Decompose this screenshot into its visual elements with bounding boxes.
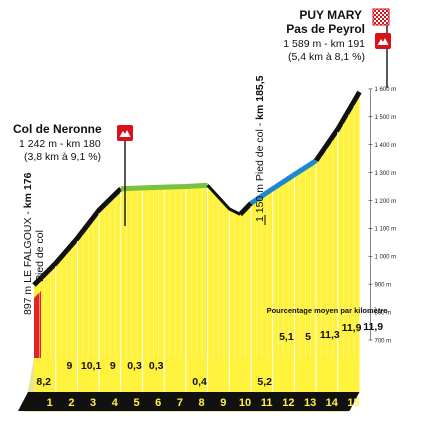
km-base: 1 2 3 4 5 6 7 8 9 10 11 12 13 14 15 [18, 358, 360, 412]
km-label: 9 [220, 397, 226, 409]
foot2-text: 1 150 m Pied de col - [254, 120, 266, 222]
grade-label: 9 [66, 360, 72, 372]
col1-line2: (3,8 km à 9,1 %) [24, 151, 101, 163]
col1-flag-icon [117, 125, 133, 141]
y-tick-label: 1 500 m [375, 115, 397, 121]
grade-label: 0,4 [192, 376, 207, 388]
base-band [34, 358, 360, 392]
km-label: 5 [133, 397, 139, 409]
foot2-annotation: 1 150 m Pied de col - km 185,5 [254, 75, 266, 222]
y-tick-label: 1 600 m [375, 87, 397, 93]
km-label: 1 [47, 397, 53, 409]
start-text: 897 m LE FALGOUX - [22, 208, 34, 315]
grade-label: 11,3 [320, 329, 340, 341]
y-tick-label: 700 m [375, 338, 392, 344]
y-tick-label: 1 400 m [375, 143, 397, 149]
grade-label: 5,2 [257, 376, 272, 388]
km-label: 14 [326, 397, 339, 409]
km-label: 12 [282, 397, 294, 409]
grade-label: 5 [305, 331, 311, 343]
grade-label: 5,1 [279, 331, 294, 343]
summit-mountain-icon [375, 33, 391, 49]
y-tick-label: 1 000 m [375, 255, 397, 261]
grade-label: 0,3 [149, 360, 164, 372]
grade-label: 9 [110, 360, 116, 372]
summit-line1: 1 589 m - km 191 [283, 38, 365, 50]
y-tick-label: 1 300 m [375, 171, 397, 177]
km-label: 2 [68, 397, 74, 409]
km-label: 11 [261, 397, 273, 409]
start-sub: Pied de col [34, 230, 46, 282]
km-label: 8 [199, 397, 205, 409]
start-annotation: 897 m LE FALGOUX - km 176 [22, 172, 34, 315]
start-km: km 176 [22, 172, 34, 208]
climb2-ridge [249, 158, 318, 206]
col1-line1: 1 242 m - km 180 [19, 138, 101, 150]
start-red-segment [34, 291, 41, 358]
y-axis: 700 m 800 m 900 m 1 000 m 1 100 m 1 200 m 1 30… [368, 87, 397, 344]
grade-label: 0,3 [127, 360, 142, 372]
summit-line2: (5,4 km à 8,1 %) [288, 51, 365, 63]
grade-label: 11,9 [342, 322, 362, 334]
y-tick-label: 800 m [375, 310, 392, 316]
km-label: 6 [155, 397, 161, 409]
km-label: 13 [304, 397, 316, 409]
foot2-ridge [238, 201, 253, 217]
y-tick-label: 1 100 m [375, 227, 397, 233]
col1-name: Col de Neronne [13, 122, 102, 136]
summit-name2: Pas de Peyrol [286, 22, 365, 36]
grade-label: 10,1 [81, 360, 102, 372]
km-label: 3 [90, 397, 96, 409]
descent-ridge [206, 184, 241, 216]
grade-labels: 8,29 10,1 9 0,3 0,30,4 5,25,1 5 11,311,9 11,9 [36, 321, 383, 388]
km-gridlines [39, 105, 355, 358]
km-label: 4 [112, 397, 119, 409]
grade-label: 8,2 [36, 376, 51, 388]
summit-finish-flag-icon [372, 8, 390, 26]
y-tick-label: 1 200 m [375, 199, 397, 205]
km-label: 10 [239, 397, 251, 409]
km-label: 15 [347, 397, 359, 409]
km-band [18, 392, 360, 411]
foot2-km: km 185,5 [254, 75, 266, 120]
plateau-ridge [120, 182, 208, 192]
climb1-ridge [32, 187, 123, 287]
y-tick-label: 900 m [375, 283, 392, 289]
summit-name1: PUY MARY [299, 8, 362, 22]
average-grade-label: Pourcentage moyen par kilomètre [267, 306, 388, 315]
grade-label: 11,9 [363, 321, 383, 333]
km-label: 7 [177, 397, 183, 409]
final-ridge [314, 90, 362, 163]
